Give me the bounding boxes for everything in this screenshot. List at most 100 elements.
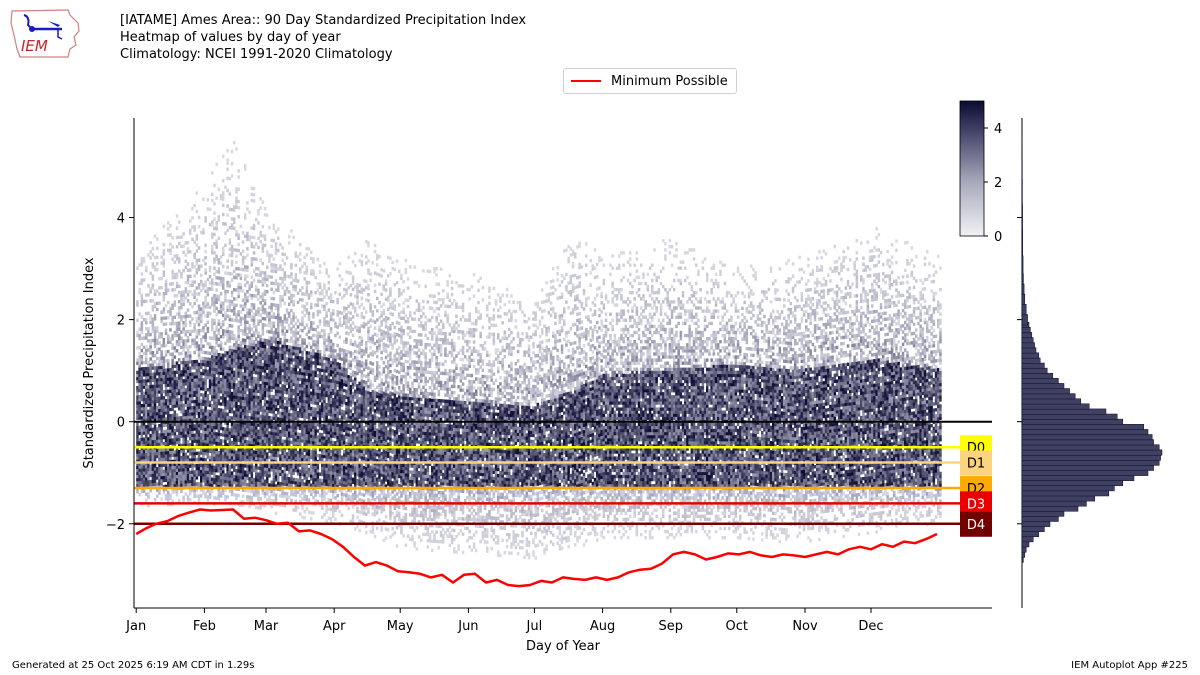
heatmap-cell [213, 376, 216, 381]
heatmap-cell [162, 307, 166, 311]
heatmap-cell [186, 406, 190, 410]
heatmap-cell [244, 329, 247, 333]
heatmap-cell [266, 250, 269, 254]
heatmap-cell [250, 443, 254, 448]
heatmap-cell [193, 436, 196, 440]
heatmap-cell [274, 493, 278, 497]
heatmap-cell [246, 394, 249, 398]
heatmap-cell [153, 360, 157, 364]
heatmap-cell [277, 408, 280, 412]
heatmap-cell [222, 378, 225, 382]
heatmap-cell [283, 350, 287, 355]
heatmap-cell [244, 442, 247, 447]
heatmap-cell [138, 361, 141, 365]
heatmap-cell [288, 403, 291, 407]
heatmap-cell [314, 327, 317, 332]
heatmap-cell [250, 410, 254, 414]
heatmap-cell [288, 443, 291, 447]
heatmap-cell [200, 475, 203, 480]
heatmap-cell [283, 384, 287, 388]
heatmap-cell [294, 275, 298, 280]
heatmap-cell [173, 456, 177, 460]
heatmap-cell [167, 337, 170, 341]
heatmap-cell [184, 241, 188, 245]
heatmap-cell [197, 362, 201, 367]
heatmap-cell [189, 430, 192, 435]
heatmap-cell [277, 472, 280, 476]
heatmap-cell [259, 454, 262, 458]
heatmap-cell [303, 363, 306, 367]
heatmap-cell [246, 397, 249, 401]
heatmap-cell [299, 399, 302, 403]
heatmap-cell [228, 314, 232, 319]
heatmap-cell [272, 291, 276, 295]
heatmap-cell [279, 439, 282, 443]
heatmap-cell [211, 437, 214, 442]
heatmap-cell [274, 288, 278, 292]
heatmap-cell [270, 453, 273, 457]
heatmap-cell [197, 482, 201, 486]
heatmap-cell [202, 411, 205, 416]
heatmap-cell [169, 432, 172, 436]
heatmap-cell [186, 483, 190, 487]
heatmap-cell [228, 354, 232, 359]
heatmap-cell [259, 405, 262, 409]
heatmap-cell [145, 311, 148, 316]
heatmap-cell [261, 414, 265, 419]
heatmap-cell [305, 311, 309, 315]
heatmap-cell [268, 422, 271, 426]
heatmap-cell [140, 296, 144, 301]
heatmap-cell [244, 399, 247, 404]
heatmap-cell [193, 292, 196, 296]
heatmap-cell [162, 442, 166, 446]
heatmap-cell [285, 397, 289, 401]
heatmap-cell [145, 336, 148, 340]
heatmap-cell [149, 391, 152, 395]
heatmap-cell [142, 373, 146, 377]
heatmap-cell [156, 362, 159, 367]
heatmap-cell [184, 394, 188, 398]
heatmap-cell [226, 271, 229, 275]
heatmap-cell [180, 489, 183, 493]
heatmap-cell [178, 373, 181, 377]
heatmap-cell [283, 390, 287, 394]
heatmap-cell [213, 355, 216, 359]
heatmap-cell [206, 360, 210, 364]
heatmap-cell [307, 443, 311, 447]
heatmap-cell [239, 341, 243, 345]
heatmap-cell [305, 442, 309, 447]
heatmap-cell [202, 430, 205, 434]
heatmap-cell [184, 281, 188, 285]
heatmap-cell [204, 298, 207, 303]
heatmap-cell [312, 370, 315, 374]
heatmap-cell [235, 196, 238, 200]
heatmap-cell [312, 385, 315, 390]
heatmap-cell [228, 333, 232, 337]
heatmap-cell [230, 208, 234, 212]
heatmap-cell [180, 462, 183, 466]
heatmap-cell [175, 281, 179, 286]
heatmap-cell [299, 258, 302, 262]
heatmap-cell [316, 472, 320, 476]
heatmap-cell [215, 361, 218, 366]
heatmap-cell [261, 488, 265, 492]
heatmap-cell [257, 457, 260, 461]
heatmap-cell [281, 353, 284, 357]
heatmap-cell [193, 381, 196, 385]
heatmap-cell [211, 382, 214, 386]
heatmap-cell [211, 483, 214, 487]
heatmap-cell [180, 272, 183, 276]
heatmap-cell [151, 467, 155, 471]
heatmap-cell [149, 271, 152, 275]
heatmap-cell [263, 448, 267, 453]
heatmap-cell [226, 378, 229, 383]
heatmap-cell [147, 455, 150, 459]
heatmap-cell [186, 440, 190, 444]
heatmap-cell [136, 490, 139, 494]
heatmap-cell [279, 264, 282, 268]
heatmap-cell [191, 452, 194, 456]
heatmap-cell [153, 378, 157, 382]
heatmap-cell [211, 462, 214, 466]
heatmap-cell [138, 333, 141, 338]
heatmap-cell [288, 345, 291, 349]
